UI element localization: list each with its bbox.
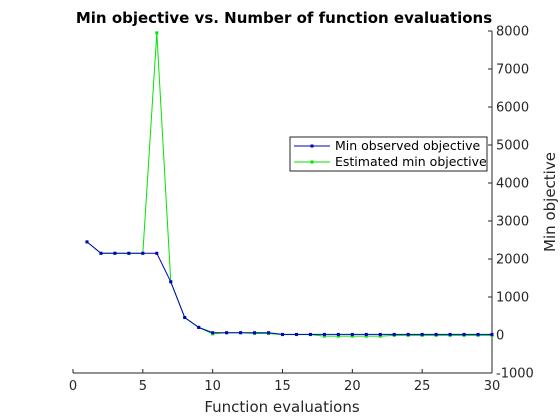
series-point-0 (434, 332, 438, 336)
series-point-0 (113, 251, 117, 255)
series-point-0 (364, 332, 368, 336)
series-point-0 (85, 240, 89, 244)
series-point-1 (378, 334, 382, 338)
series-point-0 (197, 325, 201, 329)
series-point-0 (183, 316, 187, 320)
x-tick-label: 5 (139, 379, 147, 394)
series-point-0 (336, 332, 340, 336)
y-tick-label: 3000 (496, 215, 529, 230)
legend: Min observed objective Estimated min obj… (289, 136, 488, 172)
series-point-0 (476, 332, 480, 336)
series-point-0 (155, 251, 159, 255)
legend-marker-estimated-min (310, 160, 314, 164)
x-axis-label: Function evaluations (204, 398, 359, 416)
series-point-0 (350, 332, 354, 336)
series-point-0 (267, 331, 271, 335)
x-tick-label: 20 (344, 379, 361, 394)
series-point-0 (294, 332, 298, 336)
series-point-0 (490, 332, 494, 336)
legend-box (289, 136, 488, 172)
series-layer (85, 31, 494, 338)
series-point-1 (350, 334, 354, 338)
series-point-1 (364, 334, 368, 338)
y-tick-label: 1000 (496, 291, 529, 306)
y-tick-label: 5000 (496, 139, 529, 154)
series-line-0 (86, 241, 492, 335)
legend-label-min-observed: Min observed objective (335, 138, 480, 153)
y-tick-label: 8000 (496, 25, 529, 40)
x-ticks: 0 5 10 15 20 25 30 (69, 369, 500, 394)
series-point-0 (308, 332, 312, 336)
y-tick-label: 7000 (496, 63, 529, 78)
legend-label-estimated-min: Estimated min objective (335, 154, 487, 169)
plot-area (73, 31, 493, 374)
y-ticks: -1000 0 1000 2000 3000 4000 5000 6000 7000 8000 (488, 25, 534, 382)
series-point-0 (225, 331, 229, 335)
x-tick-label: 30 (484, 379, 501, 394)
y-tick-label: -1000 (496, 367, 534, 382)
y-axis-label: Min objective (541, 152, 559, 252)
y-tick-label: 6000 (496, 101, 529, 116)
legend-marker-min-observed (310, 144, 314, 148)
series-point-1 (336, 334, 340, 338)
chart-title: Min objective vs. Number of function eva… (76, 9, 492, 27)
series-point-0 (127, 251, 131, 255)
series-point-0 (462, 332, 466, 336)
x-tick-label: 10 (204, 379, 221, 394)
series-point-0 (378, 332, 382, 336)
series-point-0 (253, 331, 257, 335)
series-line-1 (86, 32, 492, 337)
x-tick-label: 0 (69, 379, 77, 394)
series-point-0 (420, 332, 424, 336)
series-point-0 (448, 332, 452, 336)
y-tick-label: 0 (496, 329, 504, 344)
series-point-0 (169, 280, 173, 284)
series-point-0 (406, 332, 410, 336)
series-point-0 (322, 332, 326, 336)
series-point-0 (239, 331, 243, 335)
series-point-0 (392, 332, 396, 336)
series-point-0 (141, 251, 145, 255)
y-tick-label: 2000 (496, 253, 529, 268)
series-point-0 (99, 251, 103, 255)
y-tick-label: 4000 (496, 177, 529, 192)
series-point-1 (322, 334, 326, 338)
x-tick-label: 25 (414, 379, 431, 394)
series-point-0 (211, 331, 215, 335)
series-point-0 (281, 332, 284, 336)
series-point-1 (155, 31, 159, 35)
x-tick-label: 15 (274, 379, 291, 394)
